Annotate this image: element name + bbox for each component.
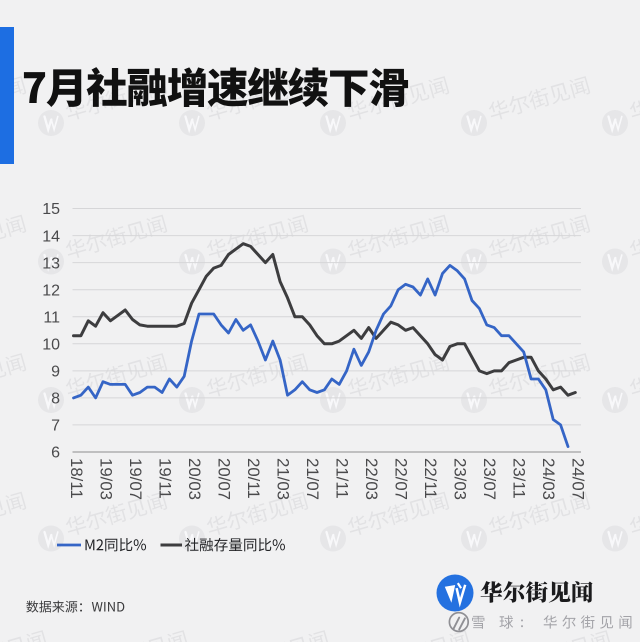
svg-text:24/03: 24/03 <box>539 458 558 500</box>
svg-text:21/11: 21/11 <box>333 458 352 499</box>
svg-text:20/07: 20/07 <box>215 458 234 500</box>
svg-text:22/07: 22/07 <box>392 458 411 500</box>
svg-text:19/11: 19/11 <box>156 458 175 499</box>
svg-text:12: 12 <box>42 282 60 299</box>
svg-text:23/03: 23/03 <box>451 458 470 500</box>
svg-text:8: 8 <box>51 391 60 408</box>
svg-text:18/11: 18/11 <box>67 458 86 499</box>
svg-text:19/07: 19/07 <box>126 458 145 500</box>
svg-text:23/11: 23/11 <box>510 458 529 499</box>
svg-text:13: 13 <box>42 255 60 272</box>
svg-text:11: 11 <box>43 309 60 326</box>
svg-text:14: 14 <box>42 228 60 245</box>
svg-text:21/07: 21/07 <box>303 458 322 500</box>
svg-text:9: 9 <box>51 364 60 381</box>
svg-text:21/03: 21/03 <box>274 458 293 500</box>
svg-text:20/03: 20/03 <box>185 458 204 500</box>
svg-text:22/03: 22/03 <box>362 458 381 500</box>
svg-text:10: 10 <box>42 337 60 354</box>
svg-text:15: 15 <box>42 201 60 218</box>
svg-text:20/11: 20/11 <box>244 458 263 499</box>
svg-text:22/11: 22/11 <box>421 458 440 499</box>
svg-text:24/07: 24/07 <box>569 458 588 500</box>
svg-text:19/03: 19/03 <box>96 458 115 500</box>
svg-text:7: 7 <box>51 418 60 435</box>
svg-text:6: 6 <box>51 445 60 462</box>
svg-text:23/07: 23/07 <box>480 458 499 500</box>
